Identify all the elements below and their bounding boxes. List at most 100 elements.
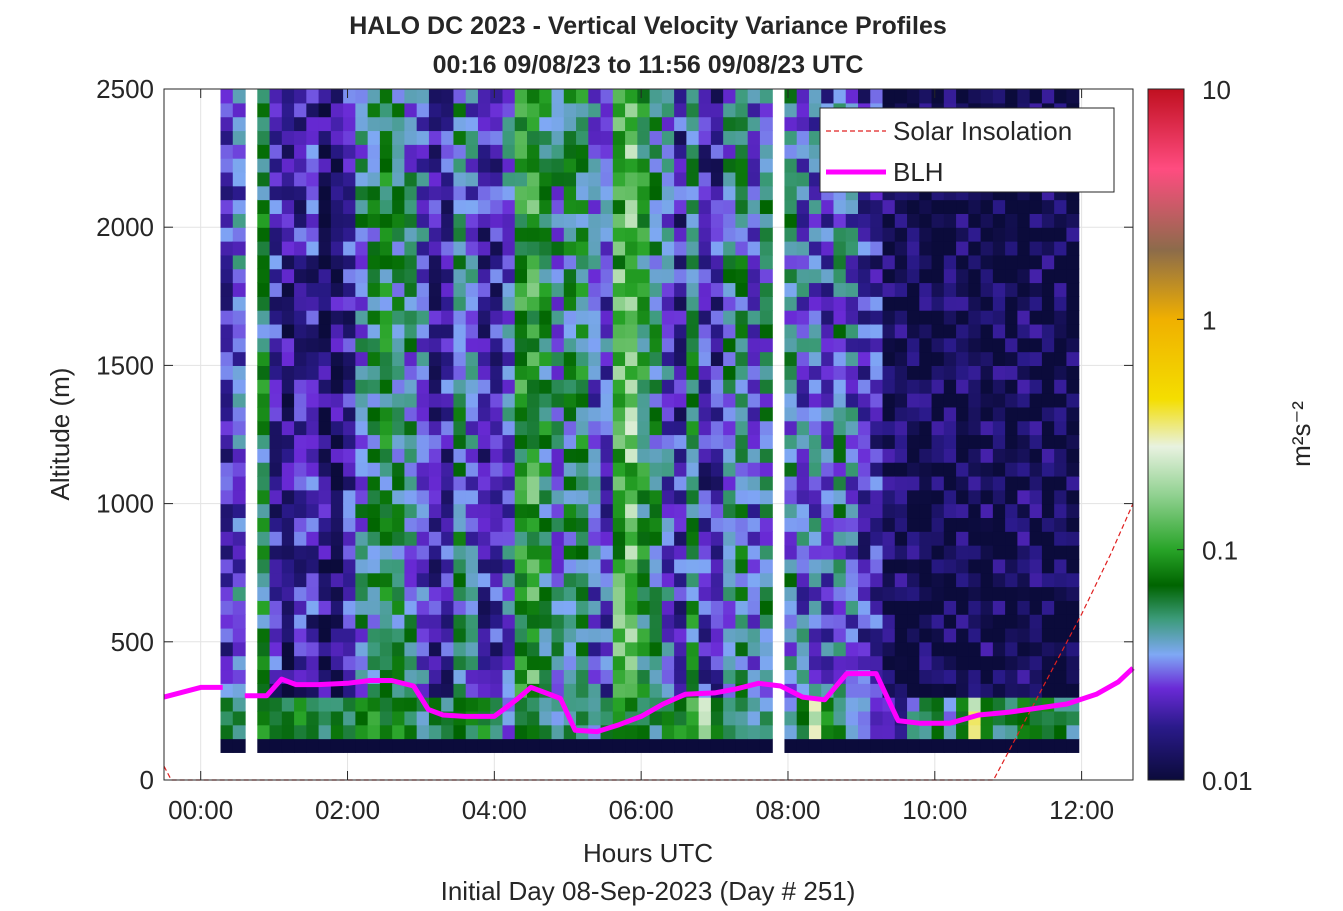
heatmap-cell xyxy=(404,89,418,104)
heatmap-cell xyxy=(563,351,577,366)
heatmap-cell xyxy=(330,600,344,615)
heatmap-cell xyxy=(563,158,577,173)
heatmap-cell xyxy=(710,241,724,256)
heatmap-cell xyxy=(343,545,356,560)
heatmap-cell xyxy=(269,199,283,214)
heatmap-cell xyxy=(563,310,577,325)
colorbar xyxy=(1147,88,1185,781)
heatmap-cell xyxy=(735,130,749,145)
heatmap-cell xyxy=(416,241,430,256)
heatmap-cell xyxy=(808,227,822,242)
heatmap-cell xyxy=(968,641,982,657)
heatmap-cell xyxy=(453,738,467,753)
heatmap-cell xyxy=(735,710,749,726)
heatmap-cell xyxy=(1054,448,1068,463)
heatmap-cell xyxy=(907,503,920,519)
heatmap-cell xyxy=(1005,296,1018,311)
heatmap-cell xyxy=(833,462,847,477)
heatmap-cell xyxy=(759,365,773,380)
heatmap-cell xyxy=(661,655,675,671)
heatmap-cell xyxy=(710,365,724,380)
heatmap-cell xyxy=(894,393,908,408)
heatmap-cell xyxy=(686,393,700,408)
heatmap-cell xyxy=(1005,323,1018,339)
heatmap-cell xyxy=(821,517,835,532)
heatmap-cell xyxy=(759,282,773,297)
heatmap-cell xyxy=(1041,724,1055,740)
heatmap-cell xyxy=(269,545,283,560)
heatmap-cell xyxy=(858,641,871,657)
heatmap-cell xyxy=(306,393,320,408)
heatmap-cell xyxy=(710,475,724,491)
heatmap-cell xyxy=(343,130,356,145)
x-tick-label: 02:00 xyxy=(315,795,380,825)
heatmap-cell xyxy=(379,158,393,173)
heatmap-cell xyxy=(453,572,467,588)
heatmap-cell xyxy=(306,89,320,104)
heatmap-cell xyxy=(723,448,737,463)
heatmap-cell xyxy=(625,199,638,214)
heatmap-cell xyxy=(1066,406,1080,422)
heatmap-cell xyxy=(539,434,553,449)
heatmap-cell xyxy=(907,434,920,449)
heatmap-cell xyxy=(907,697,920,712)
heatmap-cell xyxy=(588,600,602,615)
heatmap-cell xyxy=(1041,600,1055,615)
heatmap-cell xyxy=(1017,641,1031,657)
heatmap-cell xyxy=(661,641,675,657)
heatmap-cell xyxy=(318,600,332,615)
heatmap-cell xyxy=(710,627,724,643)
heatmap-cell xyxy=(551,462,565,477)
heatmap-cell xyxy=(441,144,455,159)
heatmap-cell xyxy=(465,199,479,214)
heatmap-cell xyxy=(1066,600,1080,615)
heatmap-cell xyxy=(330,448,344,463)
heatmap-cell xyxy=(980,89,994,104)
heatmap-cell xyxy=(318,738,332,753)
heatmap-cell xyxy=(563,475,577,491)
heatmap-cell xyxy=(833,503,847,519)
heatmap-cell xyxy=(318,282,332,297)
heatmap-cell xyxy=(220,130,234,145)
heatmap-cell xyxy=(232,531,246,546)
heatmap-cell xyxy=(661,462,675,477)
heatmap-cell xyxy=(833,296,847,311)
heatmap-cell xyxy=(588,462,602,477)
heatmap-cell xyxy=(477,627,491,643)
heatmap-cell xyxy=(588,683,602,698)
heatmap-cell xyxy=(845,572,859,588)
heatmap-cell xyxy=(343,310,356,325)
heatmap-cell xyxy=(919,614,933,629)
heatmap-cell xyxy=(539,227,553,242)
heatmap-cell xyxy=(1054,310,1068,325)
heatmap-cell xyxy=(943,641,957,657)
heatmap-cell xyxy=(404,337,418,353)
heatmap-cell xyxy=(980,310,994,325)
heatmap-cell xyxy=(416,462,430,477)
heatmap-cell xyxy=(625,420,638,436)
heatmap-cell xyxy=(306,379,320,394)
heatmap-cell xyxy=(796,517,810,532)
heatmap-cell xyxy=(551,282,565,297)
heatmap-cell xyxy=(943,462,957,477)
heatmap-cell xyxy=(1029,406,1043,422)
heatmap-cell xyxy=(698,572,712,588)
heatmap-cell xyxy=(490,448,504,463)
heatmap-cell xyxy=(527,420,540,436)
heatmap-cell xyxy=(539,241,553,256)
heatmap-cell xyxy=(808,434,822,449)
heatmap-cell xyxy=(281,655,295,671)
heatmap-cell xyxy=(453,199,467,214)
heatmap-cell xyxy=(490,130,504,145)
heatmap-cell xyxy=(539,475,553,491)
heatmap-cell xyxy=(1041,420,1055,436)
heatmap-cell xyxy=(306,102,320,118)
heatmap-cell xyxy=(845,393,859,408)
heatmap-cell xyxy=(796,434,810,449)
heatmap-cell xyxy=(1041,89,1055,104)
heatmap-cell xyxy=(257,545,271,560)
heatmap-cell xyxy=(600,641,614,657)
heatmap-cell xyxy=(759,310,773,325)
heatmap-cell xyxy=(502,268,516,284)
heatmap-cell xyxy=(355,448,369,463)
